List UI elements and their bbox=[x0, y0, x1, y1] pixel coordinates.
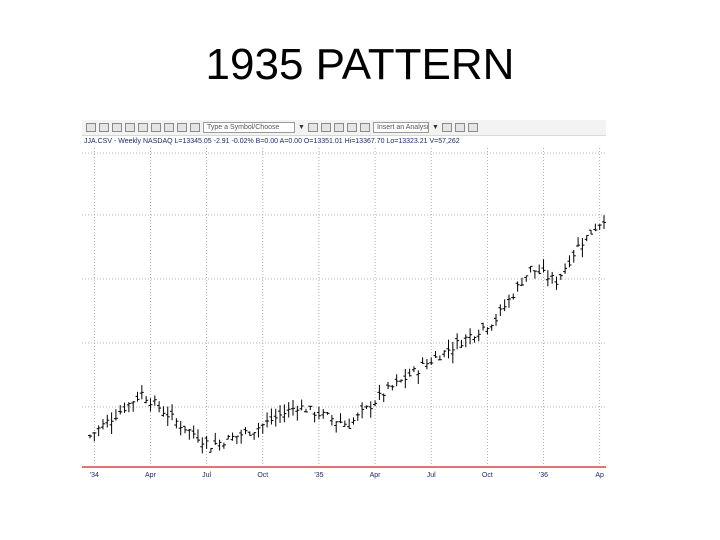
x-tick-label: Jul bbox=[427, 472, 436, 479]
x-tick-label: Oct bbox=[482, 472, 493, 479]
study-dropdown-arrow-icon[interactable]: ▼ bbox=[431, 124, 439, 131]
settings-icon[interactable] bbox=[359, 123, 370, 132]
alert-icon[interactable] bbox=[467, 123, 478, 132]
x-tick-label: Apr bbox=[145, 472, 157, 479]
symbol-dropdown-arrow-icon[interactable]: ▼ bbox=[298, 124, 305, 131]
copy-icon[interactable] bbox=[138, 123, 148, 132]
text-icon[interactable] bbox=[320, 123, 331, 132]
cursor-icon[interactable] bbox=[177, 123, 187, 132]
x-tick-label: Apr bbox=[370, 472, 382, 479]
save-icon[interactable] bbox=[112, 123, 122, 132]
new-chart-icon[interactable] bbox=[86, 123, 96, 132]
slide-title: 1935 PATTERN bbox=[205, 40, 515, 89]
open-icon[interactable] bbox=[99, 123, 109, 132]
symbol-combo[interactable]: Type a Symbol/Choose bbox=[203, 122, 295, 133]
x-tick-label: '35 bbox=[314, 472, 323, 479]
print-icon[interactable] bbox=[125, 123, 135, 132]
x-tick-label: Ap bbox=[595, 472, 604, 479]
draw-line-icon[interactable] bbox=[307, 123, 318, 132]
template-icon[interactable] bbox=[454, 123, 465, 132]
x-tick-label: '34 bbox=[90, 472, 99, 479]
period-icon[interactable] bbox=[346, 123, 357, 132]
x-tick-label: Oct bbox=[257, 472, 268, 479]
chart-window: Type a Symbol/Choose ▼ Insert an Analysi… bbox=[82, 120, 606, 482]
price-chart[interactable]: '34 Apr Jul Oct '35 Apr Jul Oct '36 Ap bbox=[82, 148, 606, 482]
x-tick-label: Jul bbox=[202, 472, 211, 479]
study-combo[interactable]: Insert an Analysis Stu bbox=[372, 122, 429, 133]
refresh-icon[interactable] bbox=[190, 123, 200, 132]
study-options-icon[interactable] bbox=[441, 123, 452, 132]
x-tick-label: '36 bbox=[539, 472, 548, 479]
symbol-info-line: JJA.CSV - Weekly NASDAQ L=13345.05 -2.91… bbox=[84, 138, 460, 145]
crosshair-icon[interactable] bbox=[151, 123, 161, 132]
indicator-icon[interactable] bbox=[333, 123, 344, 132]
chart-toolbar: Type a Symbol/Choose ▼ Insert an Analysi… bbox=[82, 120, 606, 136]
zoom-icon[interactable] bbox=[164, 123, 174, 132]
